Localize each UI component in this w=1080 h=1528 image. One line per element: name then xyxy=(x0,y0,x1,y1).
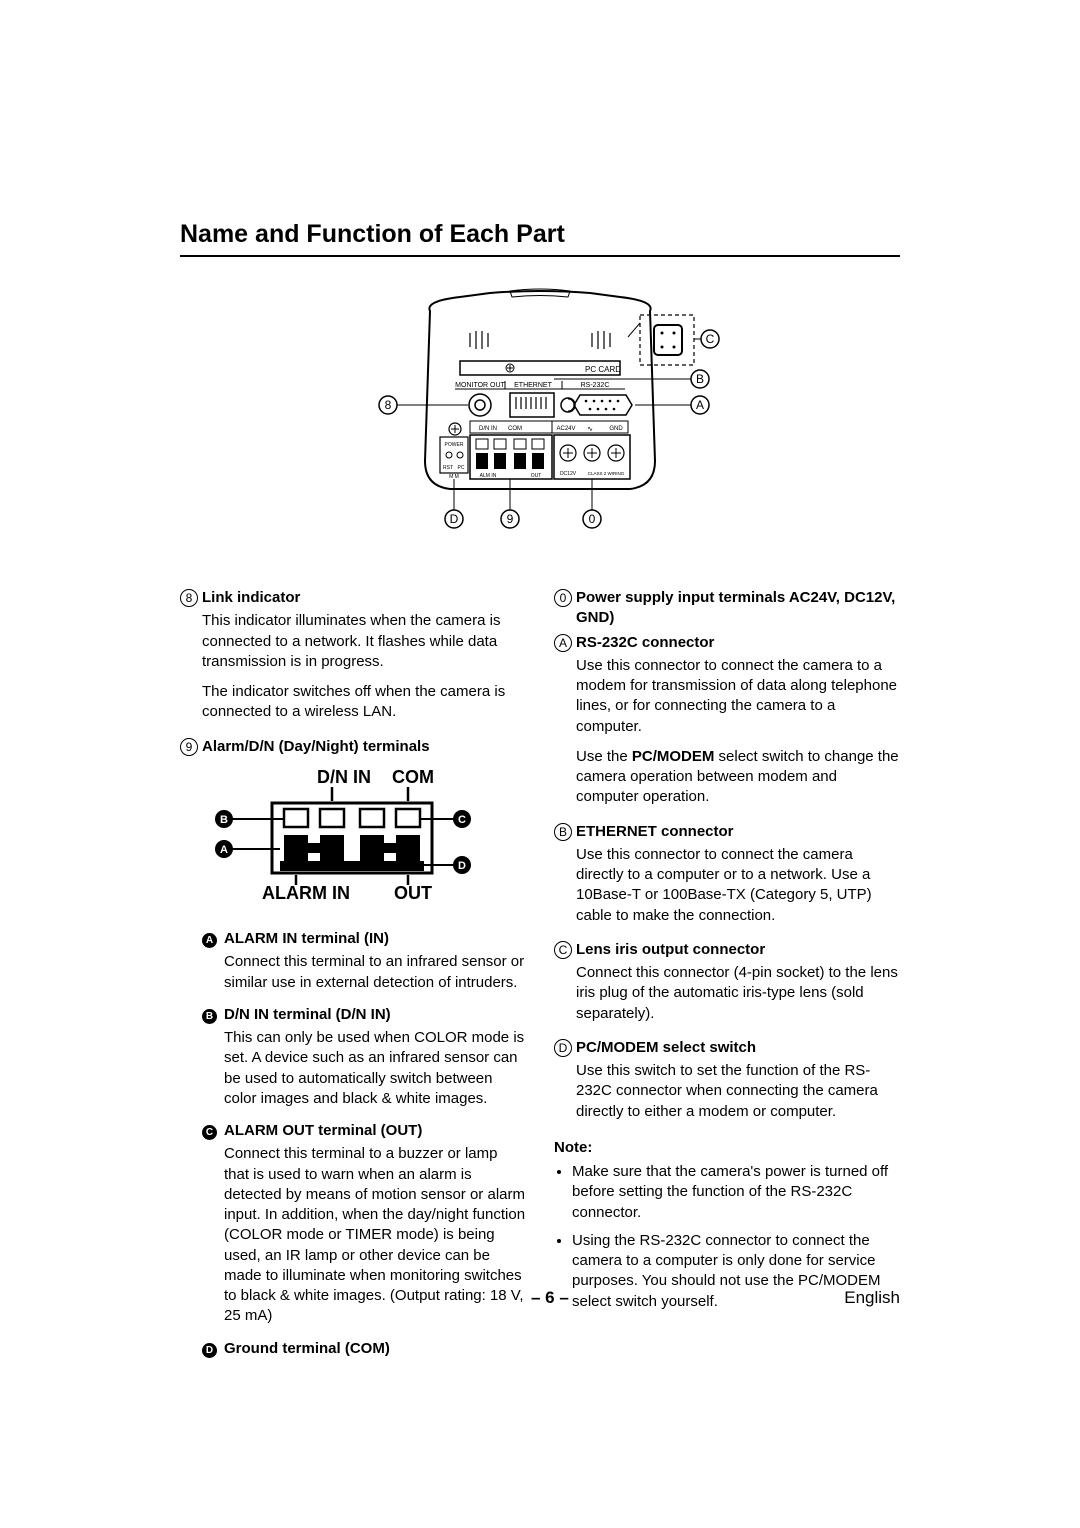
svg-text:RS-232C: RS-232C xyxy=(581,382,610,389)
item-12: B ETHERNET connector Use this connector … xyxy=(554,822,900,936)
svg-text:A: A xyxy=(696,398,704,412)
svg-text:ALARM IN: ALARM IN xyxy=(262,883,350,903)
svg-text:PC CARD: PC CARD xyxy=(585,365,621,374)
right-column: 0 Power supply input terminals AC24V, DC… xyxy=(554,588,900,1363)
svg-text:D/N IN: D/N IN xyxy=(479,426,497,432)
svg-text:DC12V: DC12V xyxy=(560,471,577,477)
svg-text:MONITOR OUT: MONITOR OUT xyxy=(455,382,505,389)
svg-text:CLASS 2 WIRING: CLASS 2 WIRING xyxy=(588,471,625,476)
manual-page: Name and Function of Each Part PC CARD xyxy=(0,0,1080,1528)
item-13: C Lens iris output connector Connect thi… xyxy=(554,940,900,1034)
page-language: English xyxy=(569,1288,900,1308)
svg-text:A: A xyxy=(220,844,228,856)
svg-text:ALM IN: ALM IN xyxy=(480,473,497,479)
page-title: Name and Function of Each Part xyxy=(180,220,900,257)
svg-text:B: B xyxy=(220,814,228,826)
sub-a: A ALARM IN terminal (IN) Connect this te… xyxy=(202,929,526,1001)
svg-text:POWER: POWER xyxy=(445,442,464,448)
svg-text:9: 9 xyxy=(507,512,514,526)
svg-text:D: D xyxy=(450,512,459,526)
item-14: D PC/MODEM select switch Use this switch… xyxy=(554,1038,900,1132)
item-8-title: Link indicator xyxy=(202,588,526,608)
svg-text:B: B xyxy=(696,372,704,386)
svg-text:OUT: OUT xyxy=(394,883,432,903)
svg-text:COM: COM xyxy=(392,767,434,787)
svg-text:COM: COM xyxy=(508,426,522,432)
svg-text:OUT: OUT xyxy=(531,473,542,479)
sub-d: D Ground terminal (COM) xyxy=(202,1339,526,1359)
content-columns: 8 Link indicator This indicator illumina… xyxy=(180,588,900,1363)
svg-text:C: C xyxy=(458,814,466,826)
page-footer: – 6 – English xyxy=(180,1288,900,1308)
svg-text:AC24V: AC24V xyxy=(556,426,575,432)
svg-text:0: 0 xyxy=(589,512,596,526)
svg-text:∿: ∿ xyxy=(587,426,593,433)
svg-text:8: 8 xyxy=(385,398,392,412)
item-8: 8 Link indicator This indicator illumina… xyxy=(180,588,526,733)
sub-b: B D/N IN terminal (D/N IN) This can only… xyxy=(202,1005,526,1117)
item-10: 0 Power supply input terminals AC24V, DC… xyxy=(554,588,900,629)
camera-bottom-svg: PC CARD MONITOR OUT ETHERNET RS-232C xyxy=(340,281,740,561)
item-11: A RS-232C connector Use this connector t… xyxy=(554,633,900,818)
svg-text:PC: PC xyxy=(458,465,465,471)
item-9-title: Alarm/D/N (Day/Night) terminals xyxy=(202,737,526,757)
svg-text:D: D xyxy=(458,860,466,872)
svg-text:ETHERNET: ETHERNET xyxy=(514,382,552,389)
left-column: 8 Link indicator This indicator illumina… xyxy=(180,588,526,1363)
svg-text:GND: GND xyxy=(609,426,623,432)
terminal-sub-diagram: D/N IN COM xyxy=(202,765,526,921)
note-1: Make sure that the camera's power is tur… xyxy=(572,1162,900,1223)
item-9: 9 Alarm/D/N (Day/Night) terminals D/N IN… xyxy=(180,737,526,1359)
note-heading: Note: xyxy=(554,1138,900,1158)
page-number: – 6 – xyxy=(180,1288,569,1308)
svg-text:C: C xyxy=(706,332,715,346)
svg-text:D/N IN: D/N IN xyxy=(317,767,371,787)
svg-text:RST: RST xyxy=(443,465,453,471)
main-diagram: PC CARD MONITOR OUT ETHERNET RS-232C xyxy=(180,281,900,566)
